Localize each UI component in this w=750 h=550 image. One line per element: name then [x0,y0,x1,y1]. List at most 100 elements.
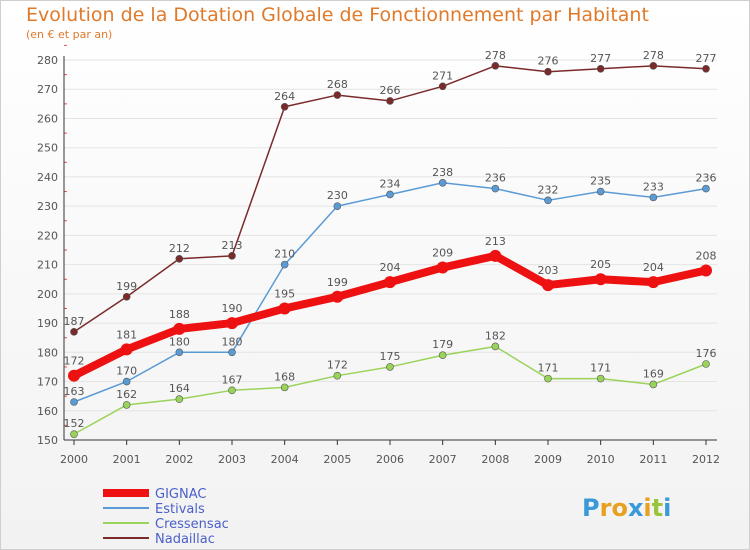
y-tick-label: 240 [37,171,58,184]
data-point-cressensac [702,360,710,368]
data-point-gignac [68,369,80,382]
y-tick-label: 200 [37,288,58,301]
data-point-cressensac [175,395,184,403]
data-point-cressensac [438,351,447,360]
legend-label-nadaillac: Nadaillac [155,532,215,547]
x-tick-label: 2011 [639,453,667,466]
data-point-cressensac [596,374,605,383]
logo-letter: r [600,494,612,522]
data-point-nadaillac [333,91,342,99]
data-label-cressensac: 179 [432,338,453,351]
y-tick-label: 190 [37,317,58,330]
x-tick-label: 2002 [165,453,193,466]
data-label-gignac: 199 [327,276,348,289]
data-label-nadaillac: 268 [327,78,348,91]
data-label-cressensac: 171 [538,362,559,375]
axes: 150 160 170 180 190 200 210 220 230 240 250 260 270 2… [37,44,720,466]
data-label-nadaillac: 277 [590,52,611,65]
data-point-cressensac [280,383,289,392]
data-label-gignac: 203 [538,264,559,277]
data-point-gignac [120,343,133,356]
y-tick-label: 180 [37,346,58,359]
data-label-nadaillac: 213 [222,239,243,252]
data-label-estivals: 180 [169,335,190,348]
data-labels: 187 199 212 213 264 268 266 271 278 276 277 278 277 1… [64,49,717,430]
data-label-gignac: 172 [64,355,85,368]
data-label-nadaillac: 278 [485,49,506,62]
legend-label-estivals: Estivals [155,502,205,517]
data-point-estivals [122,377,131,386]
logo-letter: t [652,494,663,522]
data-label-estivals: 210 [274,248,295,261]
y-tick-label: 250 [37,142,58,155]
data-label-estivals: 232 [538,183,559,196]
data-point-gignac [436,261,449,274]
data-point-estivals [70,398,78,406]
proxiti-logo: Proxiti [582,494,671,522]
data-point-nadaillac [596,64,605,73]
data-point-estivals [438,178,447,187]
data-label-gignac: 213 [485,235,506,248]
data-label-cressensac: 172 [327,359,348,372]
x-tick-label: 2012 [692,453,720,466]
data-point-gignac [594,273,607,286]
data-point-estivals [386,190,394,199]
series-layer [68,62,712,438]
data-point-estivals [544,196,552,205]
data-label-estivals: 235 [590,175,611,188]
data-label-nadaillac: 277 [696,52,717,65]
data-point-estivals [333,202,342,210]
data-label-cressensac: 168 [274,370,295,383]
data-label-nadaillac: 271 [432,69,453,82]
x-tick-label: 2009 [534,453,562,466]
chart-subtitle: (en € et par an) [26,28,113,41]
data-point-cressensac [649,380,658,389]
data-label-cressensac: 162 [116,388,137,401]
data-point-nadaillac [175,254,184,263]
data-point-nadaillac [228,252,236,260]
x-tick-label: 2000 [60,453,88,466]
data-point-gignac [542,279,554,292]
data-label-cressensac: 182 [485,329,506,342]
series-line-nadaillac [73,65,707,333]
data-label-cressensac: 175 [380,350,401,363]
data-point-cressensac [544,374,552,383]
data-label-estivals: 238 [432,166,453,179]
data-label-cressensac: 164 [169,382,190,395]
data-point-estivals [649,193,658,202]
data-label-gignac: 205 [590,258,611,271]
data-point-cressensac [333,371,342,380]
data-point-cressensac [122,401,131,409]
data-label-nadaillac: 264 [274,90,295,103]
logo-letter: x [628,494,644,522]
data-point-nadaillac [280,102,289,111]
y-tick-label: 170 [37,376,58,389]
data-point-gignac [647,276,660,289]
data-label-nadaillac: 187 [64,315,85,328]
data-label-estivals: 234 [380,177,401,190]
data-label-estivals: 230 [327,189,348,202]
data-point-cressensac [70,430,78,438]
grid-lines [64,59,717,441]
x-tick-label: 2004 [271,453,299,466]
data-point-estivals [596,187,605,196]
data-label-nadaillac: 212 [169,242,190,255]
data-label-gignac: 204 [643,261,664,274]
y-tick-label: 220 [37,229,58,242]
logo-letter: P [582,494,600,522]
data-label-estivals: 163 [64,385,85,398]
logo-text: Proxiti [582,494,671,522]
data-point-estivals [702,184,710,193]
data-label-estivals: 180 [222,335,243,348]
data-point-nadaillac [544,67,552,76]
data-point-cressensac [386,363,394,371]
data-label-estivals: 170 [116,365,137,378]
data-point-estivals [280,260,289,269]
data-label-nadaillac: 276 [538,55,559,68]
data-point-nadaillac [438,82,447,91]
data-label-gignac: 195 [274,287,295,300]
y-tick-label: 270 [37,83,58,96]
legend-label-gignac: GIGNAC [155,487,206,502]
